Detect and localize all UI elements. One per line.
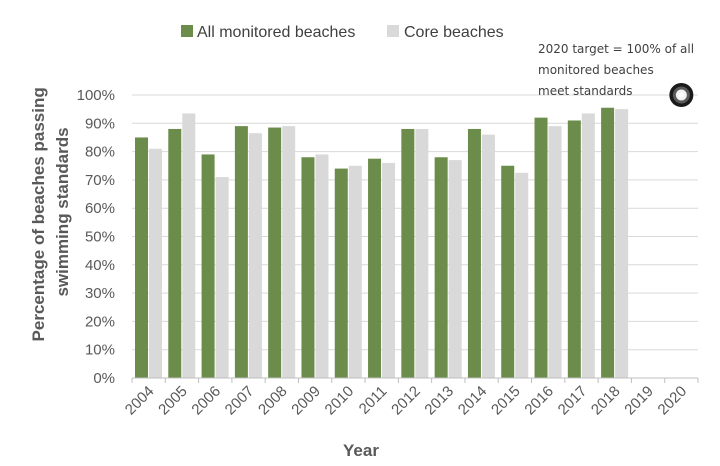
bar-core [481,134,495,378]
bar-all-monitored [401,128,415,378]
y-tick-label: 30% [85,285,115,302]
legend-label-all-monitored: All monitored beaches [197,24,355,41]
bar-core [348,165,362,378]
x-tick-marks [131,378,699,383]
y-tick-label: 100% [77,87,115,104]
x-tick-label: 2008 [255,383,291,419]
x-tick-label: 2005 [155,383,191,419]
x-axis-title: Year [343,441,379,460]
y-axis-title-line-2: swimming standards [53,127,72,296]
bar-core [182,113,196,379]
x-tick-label: 2004 [122,383,158,419]
bar-all-monitored [234,126,248,378]
bar-core [515,172,529,378]
y-tick-label: 40% [85,257,115,274]
x-tick-label: 2011 [356,383,391,418]
bar-all-monitored [601,107,615,379]
bar-all-monitored [467,128,481,378]
target-annotation: 2020 target = 100% of all monitored beac… [538,42,694,107]
annotation-line-3: meet standards [538,84,632,98]
bar-all-monitored [368,158,382,378]
bar-core [581,113,595,379]
y-tick-labels: 0% 10% 20% 30% 40% 50% 60% 70% 80% 90% 100% [77,87,115,387]
bar-core [315,154,329,378]
y-tick-label: 10% [85,342,115,359]
bar-core [149,148,162,378]
bar-all-monitored [135,137,148,378]
x-tick-label: 2013 [422,383,458,419]
bar-core [448,160,462,378]
annotation-line-2: monitored beaches [538,63,654,77]
bar-core [415,128,429,378]
bar-core [548,126,562,378]
y-tick-label: 60% [85,200,115,217]
bar-all-monitored [334,168,348,378]
y-axis-title: Percentage of beaches passing swimming s… [29,83,72,342]
x-tick-label: 2020 [655,383,691,419]
y-tick-label: 90% [85,115,115,132]
target-circle-icon [669,83,694,107]
x-tick-label: 2006 [188,383,224,419]
y-tick-label: 0% [93,370,115,387]
legend: All monitored beaches Core beaches [181,24,504,41]
bars [135,107,629,379]
x-tick-label: 2009 [288,383,324,419]
x-tick-label: 2012 [388,383,424,419]
x-tick-label: 2007 [222,383,258,419]
bar-all-monitored [567,120,581,378]
annotation-line-1: 2020 target = 100% of all [538,42,694,56]
x-tick-label: 2017 [555,383,591,419]
legend-swatch-all-monitored [181,25,193,37]
bar-all-monitored [301,157,315,378]
x-tick-labels: 2004200520062007200820092010201120122013… [122,383,690,419]
y-tick-label: 70% [85,172,115,189]
bar-all-monitored [534,117,548,378]
bar-core [382,162,396,378]
x-tick-label: 2014 [455,383,491,419]
y-tick-label: 50% [85,229,115,246]
legend-swatch-core [387,25,399,37]
bar-core [248,133,262,378]
bar-all-monitored [501,165,515,378]
bar-core [215,177,229,378]
bar-all-monitored [268,127,282,378]
bar-all-monitored [168,128,182,378]
bar-core [615,109,629,379]
y-tick-label: 80% [85,144,115,161]
target-circle-center [678,92,684,98]
x-tick-label: 2019 [621,383,657,419]
x-tick-label: 2016 [521,383,557,419]
x-tick-label: 2018 [588,383,624,419]
y-tick-label: 20% [85,313,115,330]
bar-core [282,126,296,378]
y-axis-title-line-1: Percentage of beaches passing [29,87,48,341]
x-tick-label: 2015 [488,383,524,419]
bar-all-monitored [201,154,215,378]
bar-all-monitored [434,157,448,378]
x-tick-label: 2010 [322,383,358,419]
legend-label-core: Core beaches [404,24,504,41]
